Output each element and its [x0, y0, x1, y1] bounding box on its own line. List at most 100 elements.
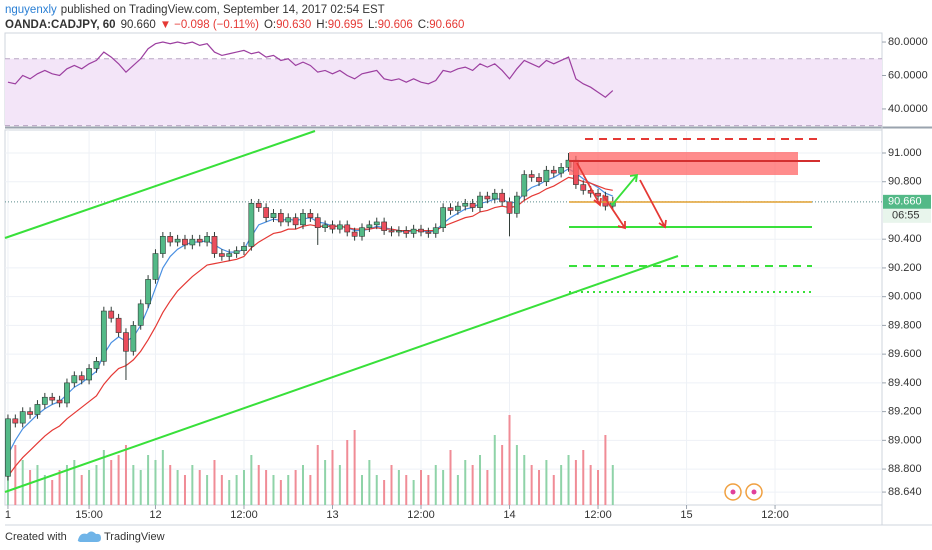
volume-bar — [434, 465, 437, 505]
volume-bar — [206, 475, 209, 505]
volume-bar — [597, 470, 600, 505]
candle-body — [543, 169, 550, 183]
x-tick-label: 15:00 — [75, 509, 103, 521]
price-layer — [5, 152, 882, 481]
candle-body — [211, 236, 218, 254]
volume-bar — [412, 480, 415, 505]
volume-bar — [331, 450, 334, 505]
candle-body — [469, 202, 476, 208]
countdown: 06:55 — [892, 210, 920, 222]
candle-body — [34, 404, 41, 415]
candle-body — [174, 238, 181, 243]
volume-bar — [309, 475, 312, 505]
volume-bar — [353, 430, 356, 505]
candle-body — [329, 224, 336, 230]
x-tick-label: 14 — [503, 509, 515, 521]
candle-body — [344, 224, 351, 233]
candle-body — [218, 253, 225, 257]
x-tick-label: 12:00 — [407, 509, 435, 521]
candle-body — [403, 230, 410, 234]
candle-body — [255, 202, 262, 208]
volume-bar — [88, 470, 91, 505]
candle-body — [56, 399, 63, 404]
x-tick-label: 12:00 — [761, 509, 789, 521]
event-dot — [730, 489, 736, 495]
volume-bar — [449, 450, 452, 505]
volume-bar — [95, 465, 98, 505]
y-tick-label: 89.400 — [888, 377, 922, 389]
candle-body — [12, 418, 19, 424]
candle-body — [204, 236, 210, 243]
arrow-up — [611, 173, 639, 206]
volume-bar — [324, 460, 327, 505]
volume-bar — [228, 480, 231, 505]
candle-body — [410, 228, 417, 234]
ohlc-key: O: — [264, 19, 276, 31]
candle-body — [381, 221, 388, 231]
x-tick-label: 12 — [149, 509, 161, 521]
candle-body — [536, 177, 542, 183]
volume-bar — [250, 455, 253, 505]
candle-body — [277, 213, 284, 223]
volume-bar — [486, 470, 489, 505]
ohlc-value: 90.606 — [378, 19, 413, 31]
candle-body — [351, 231, 358, 237]
rsi-band — [5, 58, 882, 126]
candle-body — [93, 361, 100, 369]
candle-body — [292, 217, 299, 226]
author: nguyenxly — [5, 4, 57, 16]
volume-bar — [383, 480, 386, 505]
volume-bar — [604, 435, 607, 505]
volume-bar — [124, 445, 127, 505]
volume-bar — [501, 445, 504, 505]
y-tick-label: 90.400 — [888, 233, 922, 245]
candle-body — [499, 192, 506, 203]
ohlc-value: 90.630 — [276, 19, 311, 31]
volume-bar — [161, 450, 164, 505]
candle-body — [491, 192, 498, 200]
candle-body — [432, 227, 439, 234]
volume-bar — [464, 460, 467, 505]
price-label: 90.660 — [888, 196, 922, 208]
candle-body — [506, 201, 513, 214]
volume-bar — [287, 475, 290, 505]
ohlc-key: H: — [316, 19, 328, 31]
volume-bar — [316, 445, 319, 505]
footer-brand: TradingView — [104, 531, 165, 543]
last: 90.660 — [121, 19, 156, 31]
volume-bar — [154, 460, 157, 505]
candle-body — [263, 207, 269, 218]
volume-bar — [36, 465, 39, 505]
rsi-y-tick-label: 80.0000 — [888, 36, 928, 48]
volume-bar — [213, 460, 216, 505]
volume-bar — [80, 475, 83, 505]
volume-bar — [235, 475, 238, 505]
arrow-down — [576, 162, 602, 207]
rsi-y-tick-label: 60.0000 — [888, 69, 928, 81]
countdown-box — [883, 208, 931, 223]
volume-bar — [29, 470, 32, 505]
y-tick-label: 91.000 — [888, 147, 922, 159]
volume-bar — [530, 465, 533, 505]
volume-bar — [390, 465, 393, 505]
volume-bar — [65, 465, 68, 505]
published: published on TradingView.com, September … — [61, 4, 385, 16]
volume-bar — [279, 480, 282, 505]
candle-body — [100, 310, 107, 362]
y-tick-label: 89.200 — [888, 406, 922, 418]
volume-bar — [102, 450, 105, 505]
candle-body — [440, 207, 447, 229]
volume-bar — [191, 465, 194, 505]
y-tick-label: 90.200 — [888, 262, 922, 274]
candle-body — [336, 224, 343, 230]
candle-body — [137, 303, 144, 326]
footer-created: Created with — [5, 531, 67, 543]
candle-body — [388, 230, 395, 233]
volume-bar — [220, 475, 223, 505]
candle-body — [130, 325, 137, 352]
candle-body — [514, 195, 520, 214]
candle-body — [241, 246, 247, 251]
volume-bar — [479, 455, 482, 505]
x-tick-label: 12:00 — [230, 509, 258, 521]
